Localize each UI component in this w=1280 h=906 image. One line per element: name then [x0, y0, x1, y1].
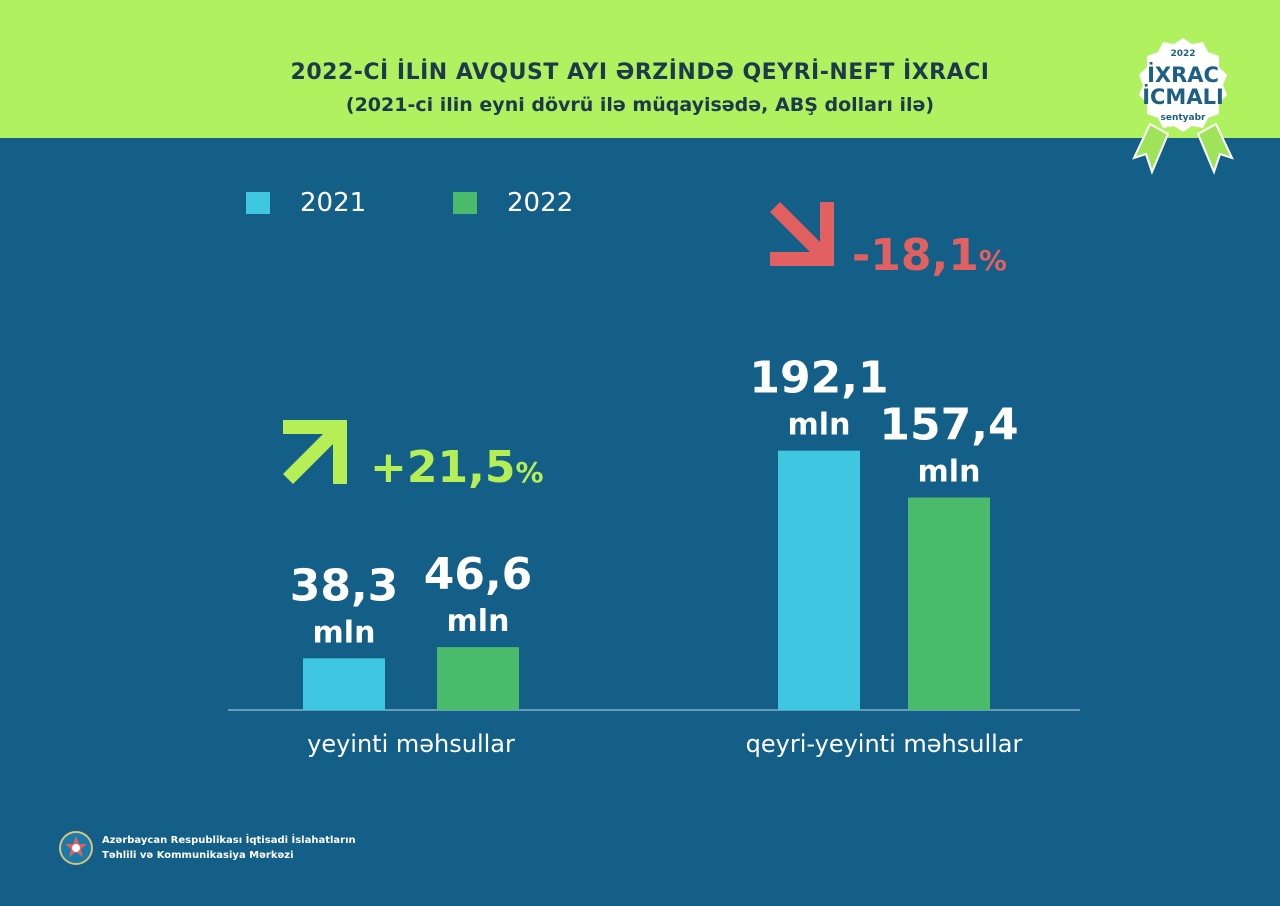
value-label-2022-cat0: 46,6 — [424, 549, 533, 600]
badge-ribbon-left — [1132, 122, 1170, 175]
legend-item-2021: 2021 — [246, 188, 366, 218]
category-label-0: yeyinti məhsullar — [307, 730, 515, 758]
value-label-2021-cat1: 192,1 — [749, 353, 888, 404]
legend-item-2022: 2022 — [453, 188, 573, 218]
footer-line-1: Azərbaycan Respublikası İqtisadi İslahat… — [102, 835, 356, 846]
bar-2021-cat0 — [303, 658, 385, 710]
ixrac-icmali-badge: 2022 İXRAC İCMALI sentyabr — [1132, 38, 1234, 175]
value-label-2021-cat0: 38,3 — [290, 560, 399, 611]
page-title: 2022-Cİ İLİN AVQUST AYI ƏRZİNDƏ QEYRİ-NE… — [290, 60, 990, 85]
badge-month: sentyabr — [1161, 113, 1207, 123]
legend-swatch-2021 — [246, 192, 270, 214]
change-value-0: +21,5% — [370, 442, 544, 493]
unit-label-2021-cat1: mln — [788, 408, 851, 443]
legend-label-2022: 2022 — [507, 188, 574, 218]
category-label-1: qeyri-yeyinti məhsullar — [746, 730, 1023, 758]
badge-line2: İCMALI — [1142, 84, 1224, 109]
badge-line1: İXRAC — [1147, 62, 1219, 87]
change-percent-0: % — [515, 456, 543, 489]
change-value-1: -18,1% — [852, 230, 1007, 281]
change-percent-1: % — [979, 244, 1007, 277]
header-band — [0, 0, 1280, 138]
page-subtitle: (2021-ci ilin eyni dövrü ilə müqayisədə,… — [345, 94, 935, 116]
unit-label-2022-cat0: mln — [447, 604, 510, 639]
legend-label-2021: 2021 — [300, 188, 367, 218]
arrow-down-icon — [770, 202, 834, 266]
footer-line-2: Təhlili və Kommunikasiya Mərkəzi — [102, 850, 294, 861]
footer-organization: Azərbaycan Respublikası İqtisadi İslahat… — [58, 830, 356, 866]
bar-2022-cat1 — [908, 497, 990, 710]
badge-rosette — [1139, 38, 1227, 132]
state-emblem-icon — [59, 831, 93, 865]
badge-ribbon-right — [1196, 122, 1234, 175]
bar-2022-cat0 — [437, 647, 519, 710]
unit-label-2022-cat1: mln — [918, 455, 981, 490]
value-label-2022-cat1: 157,4 — [879, 400, 1018, 451]
arrow-up-icon — [283, 420, 347, 484]
bar-2021-cat1 — [778, 450, 860, 710]
badge-year: 2022 — [1170, 49, 1195, 59]
legend-swatch-2022 — [453, 192, 477, 214]
unit-label-2021-cat0: mln — [313, 615, 376, 650]
